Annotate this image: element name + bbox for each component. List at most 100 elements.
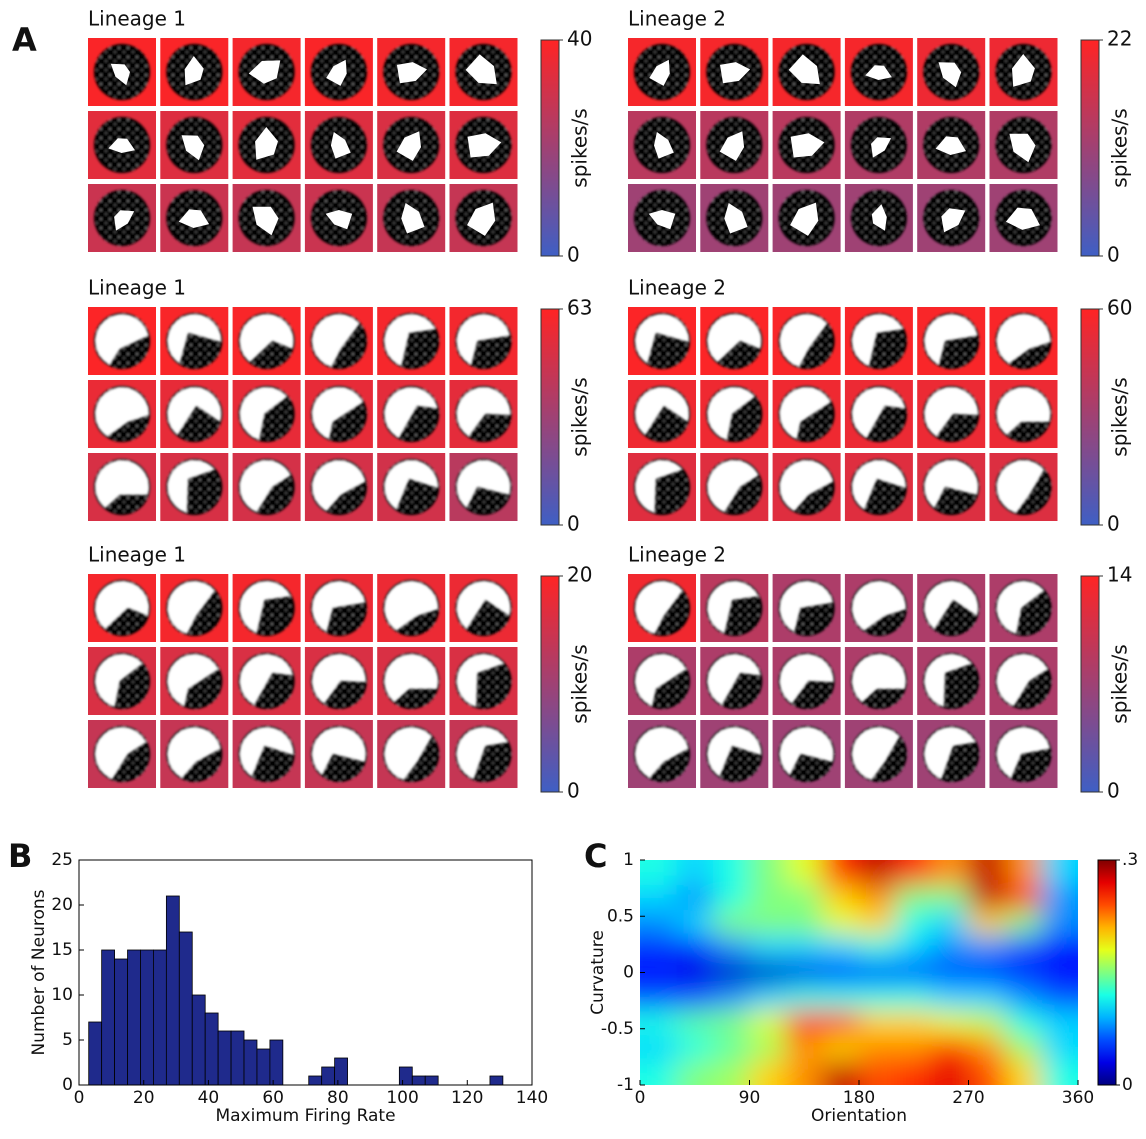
stimulus-shape: [110, 63, 130, 86]
stimulus-shape: [851, 460, 906, 510]
heatmap-cell: [786, 885, 824, 911]
histogram-bar: [101, 949, 115, 1086]
group-title: Lineage 1: [88, 543, 186, 567]
stimulus-shape: [851, 313, 904, 367]
colorbar-tick-label: 63: [567, 296, 592, 320]
stimulus-shape: [252, 206, 279, 236]
heatmap-cell: [786, 910, 824, 936]
x-tick-label: 360: [1062, 1088, 1094, 1108]
stimulus-shape: [779, 386, 831, 440]
stimulus-shape: [779, 313, 828, 367]
stimulus-shape: [167, 580, 215, 634]
histogram-bar: [165, 895, 180, 1086]
heatmap-cell: [713, 985, 751, 1011]
stimulus-shape: [724, 203, 748, 234]
heatmap-cell: [676, 1010, 714, 1036]
y-tick-label: 10: [51, 985, 73, 1005]
heatmap-cell: [932, 985, 970, 1011]
heatmap-cell: [859, 910, 897, 936]
y-tick-label: 15: [51, 940, 73, 960]
stimulus-shape: [95, 459, 150, 509]
heatmap-cell: [932, 935, 970, 961]
histogram-bar: [140, 949, 154, 1086]
colorbar: [1097, 859, 1117, 1086]
x-tick-label: 0: [635, 1088, 646, 1108]
colorbar: [540, 39, 560, 257]
stimulus-shape: [467, 133, 502, 158]
stimulus-shape: [167, 314, 222, 364]
stimulus-shape: [384, 460, 439, 510]
stimulus-shape: [635, 459, 683, 513]
colorbar-label: spikes/s: [1108, 108, 1132, 187]
histogram-bar: [191, 994, 206, 1086]
heatmap-cell: [822, 960, 860, 986]
colorbar: [1080, 308, 1100, 526]
stimulus-shape: [239, 313, 294, 363]
stimulus-shape: [871, 137, 892, 158]
heatmap-cell: [895, 885, 933, 911]
stimulus-shape: [924, 653, 972, 707]
heatmap-cell: [968, 1010, 1006, 1036]
stimulus-shape: [707, 459, 759, 513]
heatmap-cell: [968, 1035, 1006, 1061]
histogram-bar: [308, 1075, 323, 1086]
stimulus-shape: [384, 726, 432, 780]
histogram-bar: [204, 1012, 219, 1086]
colorbar-tick-label: 0: [1107, 779, 1120, 803]
stimulus-shape: [330, 132, 351, 159]
heatmap-cell: [859, 1060, 897, 1085]
group-title: Lineage 2: [628, 543, 726, 567]
stimulus-shape: [95, 314, 149, 366]
stimulus-shape: [239, 386, 288, 440]
heatmap-cell: [1041, 1035, 1078, 1061]
stimulus-shape: [649, 59, 670, 86]
stimulus-shape: [95, 387, 150, 437]
panel-label: C: [584, 837, 607, 875]
x-tick-label: 270: [952, 1088, 984, 1108]
heatmap-cell: [822, 910, 860, 936]
colorbar-label: spikes/s: [1108, 377, 1132, 456]
stimulus-shape: [871, 204, 887, 231]
heatmap-cell: [786, 960, 824, 986]
stimulus-shape: [456, 387, 511, 437]
group-title: Lineage 1: [88, 7, 186, 31]
y-tick-label: 1: [623, 850, 634, 870]
heatmap-cell: [1005, 960, 1043, 986]
stimulus-shape: [851, 387, 906, 439]
heatmap-cell: [932, 1010, 970, 1036]
stimulus-shape: [167, 727, 221, 779]
heatmap-cell: [749, 935, 787, 961]
heatmap-cell: [968, 935, 1006, 961]
y-tick-label: 0: [623, 963, 634, 983]
heatmap-cell: [1005, 1060, 1043, 1085]
colorbar-tick-label: 0: [567, 512, 580, 536]
stimulus-shape: [1012, 54, 1035, 87]
stimulus-shape: [996, 459, 1045, 513]
heatmap-cell: [895, 860, 933, 886]
x-tick-label: 60: [262, 1088, 284, 1108]
heatmap-cell: [1005, 860, 1043, 886]
heatmap-cell: [968, 860, 1006, 886]
stimulus-shape: [707, 727, 762, 777]
heatmap-cell: [713, 1010, 751, 1036]
y-tick-label: -0.5: [601, 1019, 634, 1039]
histogram-bar: [411, 1075, 426, 1086]
stimulus-shape: [635, 580, 683, 634]
stimulus-shape: [1005, 207, 1040, 230]
heatmap-cell: [895, 960, 933, 986]
heatmap-cell: [968, 1060, 1006, 1085]
x-tick-label: 80: [327, 1088, 349, 1108]
stimulus-shape: [396, 131, 421, 161]
stimulus-shape: [996, 314, 1051, 364]
stimulus-shape: [167, 386, 222, 436]
heatmap-cell: [713, 935, 751, 961]
histogram-bar: [127, 949, 141, 1086]
stimulus-shape: [248, 60, 281, 84]
stimulus-shape: [635, 727, 689, 779]
stimulus-shape: [95, 580, 150, 630]
x-tick-label: 20: [133, 1088, 155, 1108]
colorbar: [540, 308, 560, 526]
heatmap-cell: [1041, 1010, 1078, 1036]
colorbar-label: spikes/s: [568, 644, 592, 723]
